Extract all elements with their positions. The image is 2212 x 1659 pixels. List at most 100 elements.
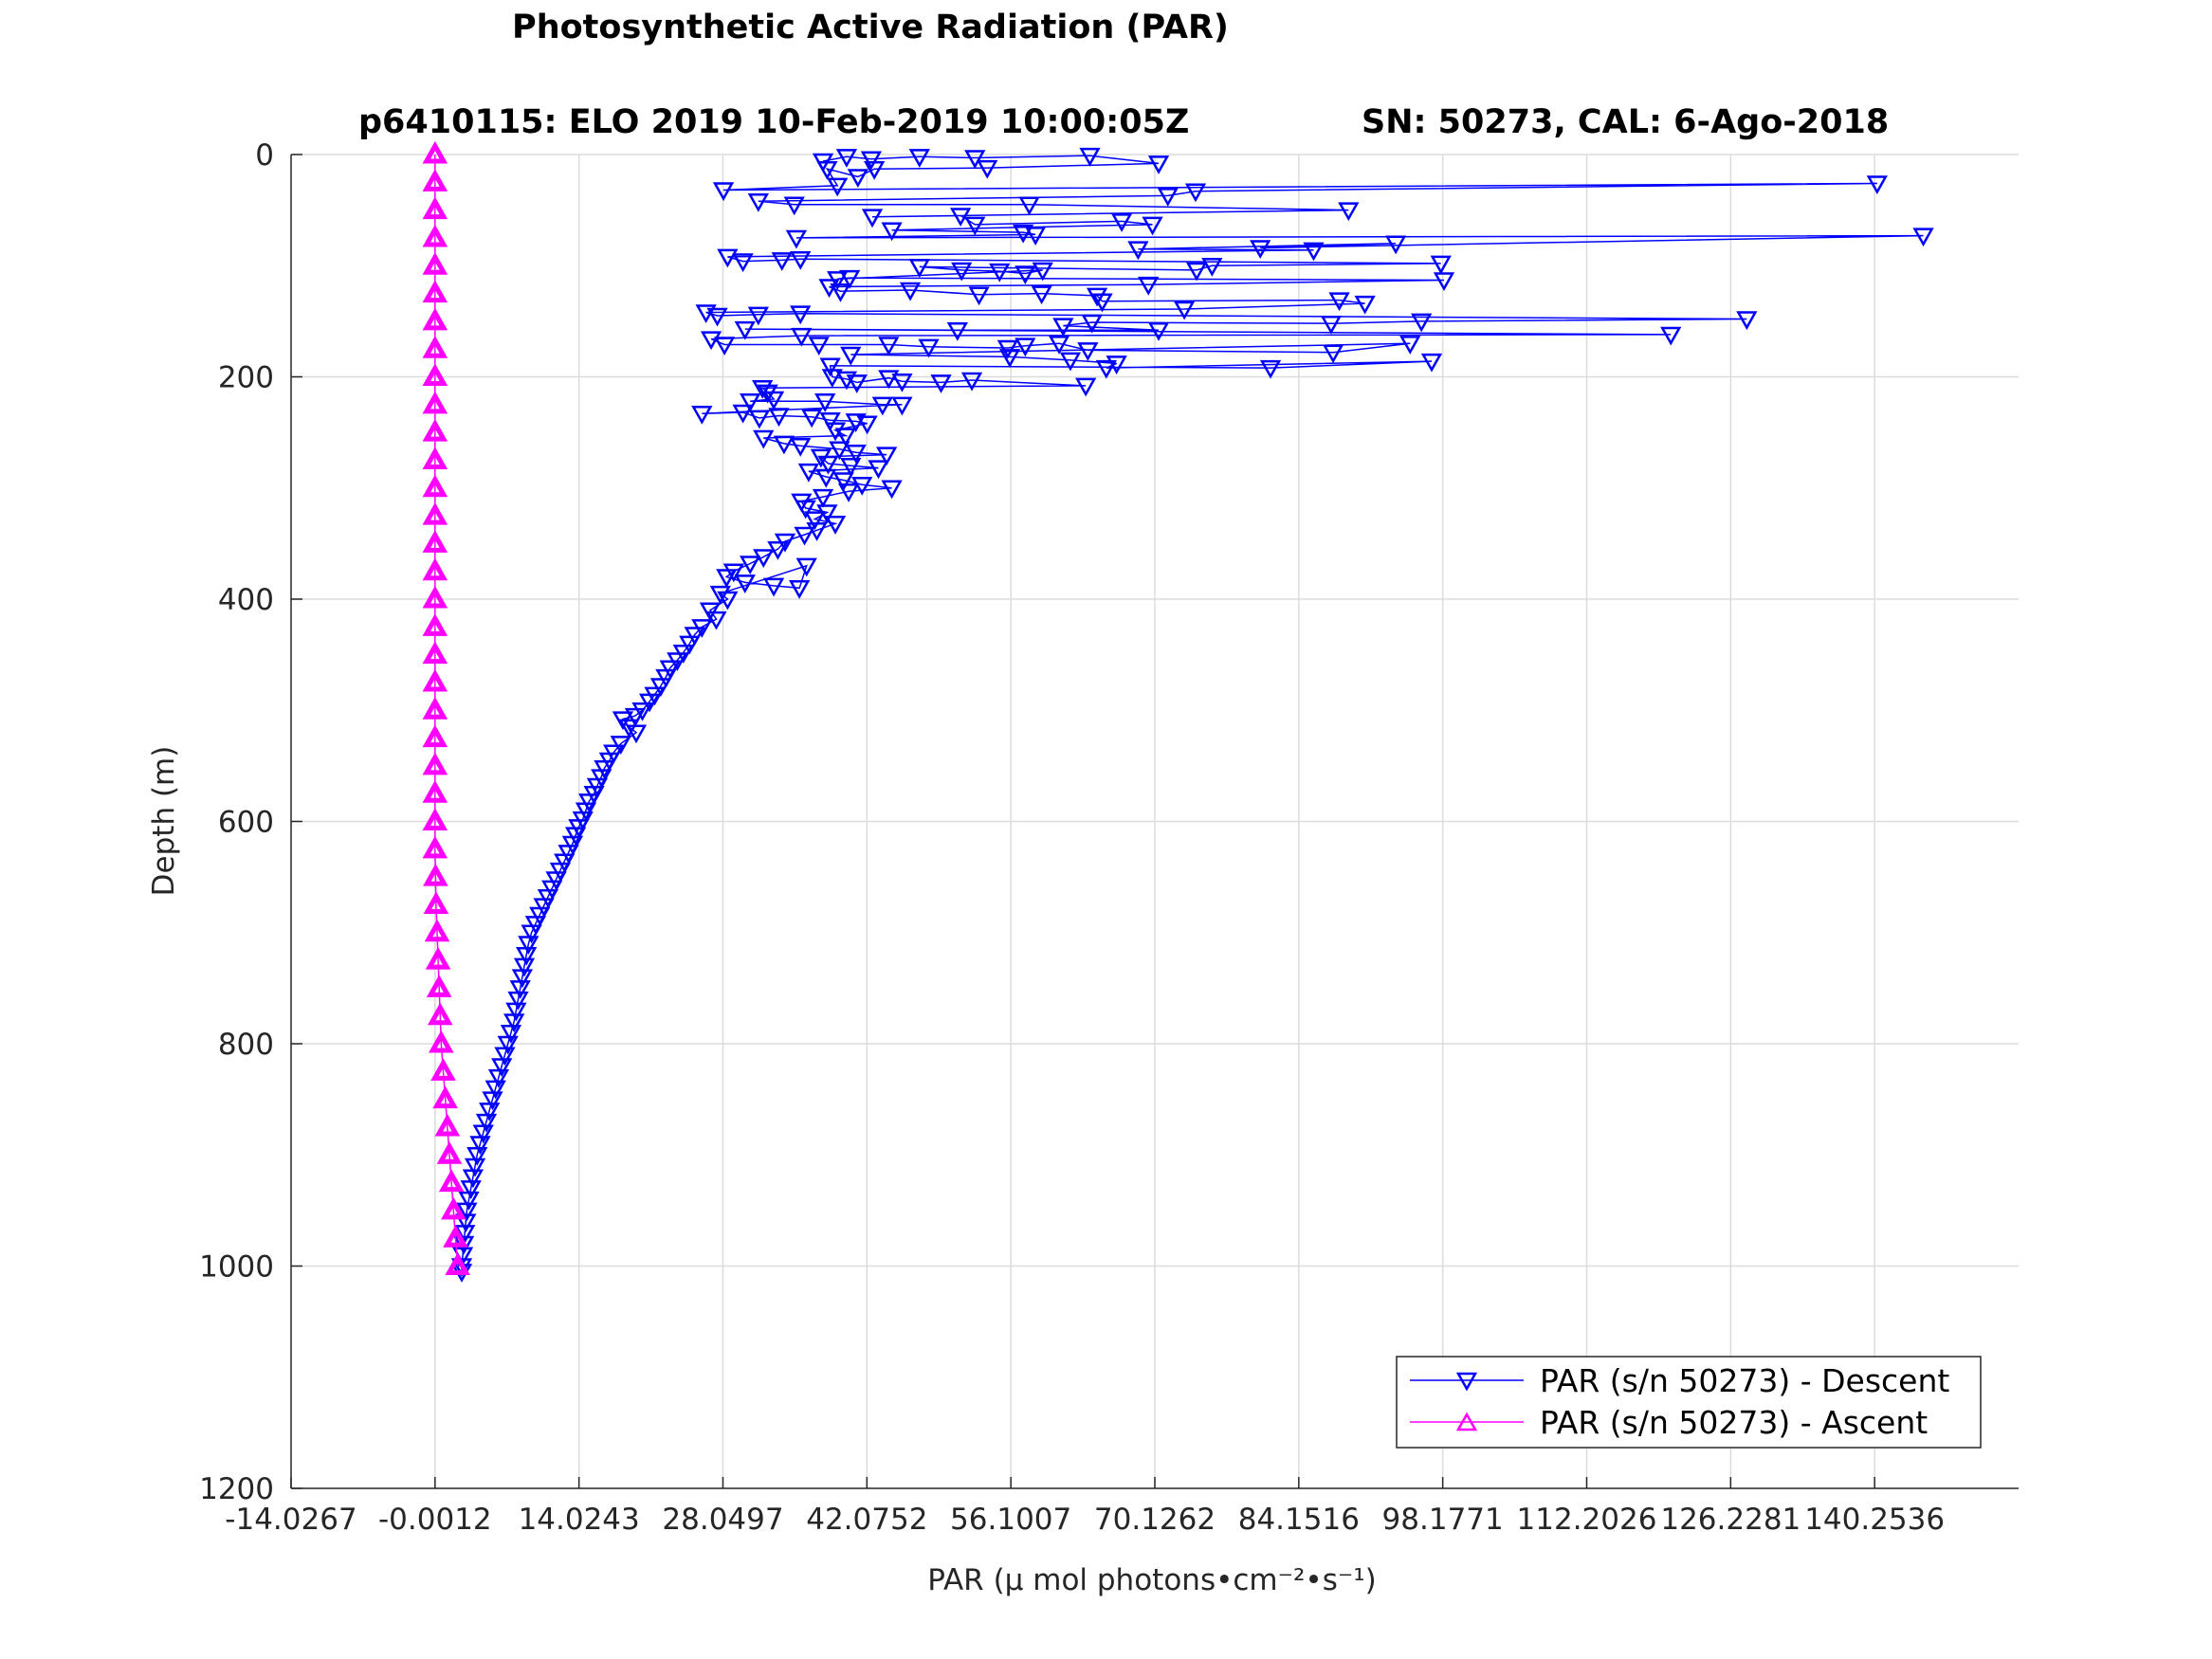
data-point-marker (625, 724, 648, 744)
data-point-marker (817, 455, 839, 475)
data-point-marker (908, 259, 930, 278)
data-point-marker (860, 151, 883, 171)
data-point-marker (1185, 262, 1208, 282)
data-point-marker (824, 422, 847, 442)
data-point-marker (518, 936, 539, 956)
data-point-marker (840, 346, 862, 366)
data-point-marker (1354, 295, 1376, 315)
data-point-marker (812, 488, 834, 508)
data-point-marker (783, 196, 805, 216)
data-point-marker (422, 196, 448, 220)
data-point-marker (837, 483, 860, 502)
data-point-marker (1184, 183, 1207, 203)
data-point-marker (964, 216, 986, 236)
data-point-marker (740, 393, 761, 412)
data-point-marker (1320, 315, 1343, 335)
data-point-marker (430, 1058, 456, 1081)
data-point-marker (821, 369, 843, 389)
data-point-marker (436, 1141, 463, 1164)
data-point-marker (830, 283, 851, 302)
data-point-marker (816, 160, 838, 180)
data-point-marker (864, 160, 886, 180)
data-point-marker (918, 338, 940, 358)
y-axis-label: Depth (m) (147, 746, 181, 897)
data-point-marker (794, 526, 815, 546)
data-point-marker (509, 980, 531, 999)
y-tick-label: 400 (218, 583, 274, 617)
legend-marker-ascent (1455, 1412, 1478, 1431)
data-point-marker (1079, 147, 1101, 167)
data-point-marker (819, 357, 841, 377)
data-point-marker (814, 393, 836, 412)
data-point-marker (422, 419, 448, 442)
data-point-marker (507, 991, 529, 1011)
data-point-marker (891, 396, 913, 416)
data-point-marker (861, 209, 884, 228)
data-point-marker (740, 556, 761, 575)
data-point-marker (845, 413, 867, 432)
data-point-marker (1328, 292, 1350, 312)
data-point-marker (684, 627, 705, 647)
data-point-marker (797, 463, 820, 483)
data-point-marker (949, 208, 972, 228)
y-tick-label: 600 (218, 806, 274, 840)
data-point-marker (469, 1136, 491, 1156)
data-point-marker (1142, 216, 1163, 236)
data-point-marker (699, 602, 722, 622)
data-point-marker (541, 880, 563, 900)
data-point-marker (426, 975, 452, 997)
data-point-marker (946, 322, 968, 341)
data-point-marker (968, 286, 990, 306)
data-point-marker (441, 1196, 466, 1220)
data-point-marker (748, 410, 771, 429)
data-point-marker (443, 1225, 468, 1248)
data-point-marker (491, 1058, 513, 1077)
data-point-marker (801, 409, 823, 428)
data-point-marker (466, 1147, 488, 1166)
data-point-marker (422, 391, 448, 414)
data-point-marker (422, 280, 448, 303)
data-point-marker (713, 337, 736, 356)
data-point-marker (422, 169, 448, 191)
x-tick-label: -14.0267 (225, 1503, 356, 1537)
data-point-marker (1157, 188, 1179, 207)
data-point-marker (511, 969, 533, 989)
data-point-marker (747, 306, 769, 326)
data-point-marker (1259, 359, 1282, 379)
grid-lines (291, 154, 2019, 1488)
data-point-marker (878, 337, 900, 356)
data-point-marker (747, 192, 769, 212)
axes: -14.0267 -0.0012 14.0243 28.0497 42.0752 56.1… (199, 138, 2019, 1537)
data-point-marker (610, 736, 631, 755)
data-point-marker (1399, 336, 1421, 355)
data-point-marker (868, 460, 889, 480)
data-point-marker (773, 435, 795, 455)
data-point-marker (1201, 258, 1223, 277)
data-point-marker (908, 149, 930, 168)
series-1 (422, 140, 470, 1275)
data-point-marker (638, 693, 661, 713)
data-point-marker (1250, 240, 1271, 260)
data-point-marker (834, 428, 857, 447)
data-point-marker (1095, 359, 1117, 379)
data-point-marker (655, 668, 677, 688)
data-point-marker (432, 1085, 458, 1109)
data-point-marker (722, 563, 745, 583)
data-point-marker (422, 474, 448, 498)
data-point-marker (881, 480, 903, 500)
data-point-marker (790, 250, 812, 270)
data-point-marker (422, 724, 448, 748)
x-tick-label: 84.1516 (1238, 1503, 1360, 1537)
legend: PAR (s/n 50273) - Descent PAR (s/n 50273… (1396, 1356, 1982, 1449)
data-point-marker (1303, 242, 1325, 262)
x-tick-label: 112.2026 (1517, 1503, 1657, 1537)
data-point-marker (462, 1169, 484, 1189)
legend-label-ascent: PAR (s/n 50273) - Ascent (1540, 1404, 1928, 1441)
data-point-marker (1433, 272, 1455, 292)
data-point-marker (422, 613, 448, 636)
data-point-marker (1147, 322, 1170, 341)
data-point-marker (503, 1013, 525, 1033)
data-point-marker (624, 707, 647, 727)
data-point-marker (762, 391, 785, 410)
data-point-marker (445, 1252, 470, 1275)
